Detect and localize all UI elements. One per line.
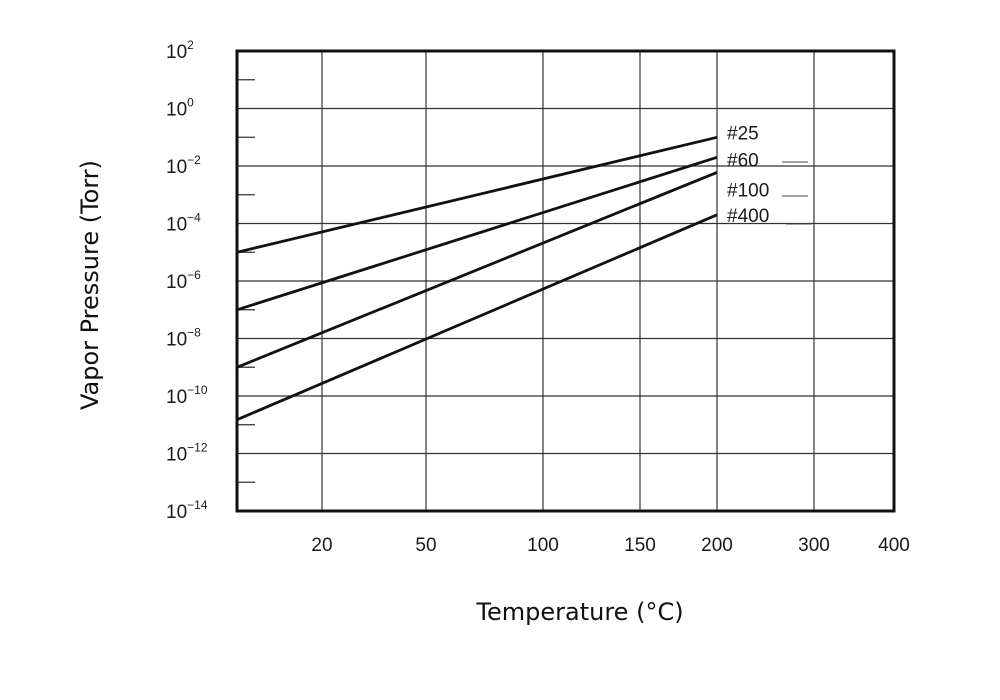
y-tick-label-8: 10−14 bbox=[166, 498, 208, 523]
x-tick-label-1: 50 bbox=[415, 535, 436, 556]
y-tick-label-5: 10−8 bbox=[166, 326, 201, 351]
series-labels: #25 #60 #100 #400 bbox=[727, 123, 812, 227]
x-tick-label-2: 100 bbox=[527, 535, 559, 556]
y-tick-label-3: 10−4 bbox=[166, 211, 201, 236]
y-tick-label-2: 10−2 bbox=[166, 153, 201, 178]
x-tick-label-4: 200 bbox=[701, 535, 733, 556]
series-line-1 bbox=[236, 135, 718, 254]
series-line-3 bbox=[236, 171, 718, 369]
plot-frame bbox=[235, 49, 896, 513]
y-tick-label-7: 10−12 bbox=[166, 441, 208, 466]
y-axis-title: Vapor Pressure (Torr) bbox=[76, 160, 104, 410]
y-tick-label-6: 10−10 bbox=[166, 383, 208, 408]
series-label-1: #25 bbox=[727, 123, 759, 144]
y-tick-label-4: 10−6 bbox=[166, 268, 201, 293]
series-label-2: #60 bbox=[727, 150, 759, 171]
series-label-4: #400 bbox=[727, 206, 769, 227]
y-axis-ticks: 102 100 10−2 10−4 10−6 10−8 10−10 10−12 10−14 bbox=[166, 38, 208, 523]
series-line-4 bbox=[236, 213, 718, 421]
x-tick-label-5: 300 bbox=[798, 535, 830, 556]
x-tick-label-3: 150 bbox=[624, 535, 656, 556]
x-tick-label-6: 400 bbox=[878, 535, 910, 556]
grid-lines bbox=[237, 51, 894, 511]
y-tick-label-1: 100 bbox=[166, 96, 194, 121]
y-tick-label-0: 102 bbox=[166, 38, 194, 63]
series-lines bbox=[236, 135, 718, 421]
series-line-2 bbox=[236, 155, 718, 312]
x-tick-label-0: 20 bbox=[311, 535, 332, 556]
x-axis-title: Temperature (°C) bbox=[475, 598, 683, 626]
series-label-3: #100 bbox=[727, 180, 769, 201]
x-axis-ticks: 20 50 100 150 200 300 400 bbox=[311, 535, 909, 556]
